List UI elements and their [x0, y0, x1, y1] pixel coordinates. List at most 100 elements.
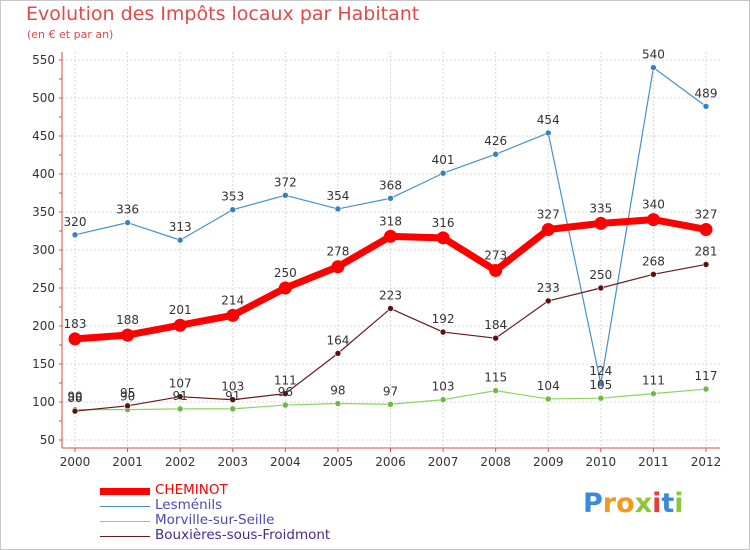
data-label-lesmenils: 354 — [326, 189, 349, 203]
data-label-cheminot: 250 — [274, 266, 297, 280]
data-point-bouxieres — [544, 297, 552, 305]
data-label-morville: 115 — [484, 371, 507, 385]
data-point-bouxieres — [439, 328, 447, 336]
data-point-lesmenils — [334, 205, 342, 213]
data-label-morville: 90 — [120, 390, 135, 404]
data-point-lesmenils — [176, 236, 184, 244]
y-tick-label: 350 — [32, 205, 55, 219]
data-label-bouxieres: 184 — [484, 318, 507, 332]
data-label-cheminot: 316 — [432, 216, 455, 230]
logo-letter: i — [652, 488, 662, 519]
y-tick-label: 250 — [32, 281, 55, 295]
data-point-lesmenils — [229, 206, 237, 214]
logo-letter: P — [583, 488, 603, 519]
x-tick-label: 2010 — [586, 455, 617, 469]
data-label-cheminot: 327 — [537, 207, 560, 221]
legend-swatch — [100, 536, 150, 537]
y-tick-label: 500 — [32, 91, 55, 105]
data-point-cheminot — [646, 213, 660, 227]
legend-label: CHEMINOT — [155, 482, 228, 498]
logo-letter: t — [661, 488, 675, 519]
x-tick-label: 2003 — [217, 455, 248, 469]
data-label-morville: 91 — [173, 389, 188, 403]
y-tick-label: 300 — [32, 243, 55, 257]
data-point-lesmenils — [387, 195, 394, 202]
data-label-lesmenils: 401 — [432, 153, 455, 167]
y-tick-label: 50 — [40, 433, 55, 447]
data-label-cheminot: 183 — [64, 317, 87, 331]
data-label-lesmenils: 124 — [589, 364, 612, 378]
logo-letter: x — [634, 488, 653, 519]
data-point-cheminot — [121, 328, 135, 342]
data-label-cheminot: 318 — [379, 214, 402, 228]
data-label-cheminot: 335 — [589, 201, 612, 215]
data-point-morville — [597, 394, 605, 402]
data-point-bouxieres — [334, 350, 342, 357]
data-label-lesmenils: 454 — [537, 113, 560, 127]
data-label-bouxieres: 103 — [221, 380, 244, 394]
data-point-morville — [492, 387, 499, 394]
chart-title: Evolution des Impôts locaux par Habitant — [26, 3, 420, 25]
x-tick-label: 2007 — [428, 455, 459, 469]
data-point-morville — [282, 401, 289, 409]
data-label-lesmenils: 313 — [169, 220, 192, 234]
data-point-cheminot — [699, 222, 713, 236]
data-label-lesmenils: 336 — [116, 203, 139, 217]
data-label-bouxieres: 95 — [120, 386, 135, 400]
data-point-cheminot — [68, 332, 82, 346]
data-label-lesmenils: 489 — [695, 86, 718, 100]
data-point-lesmenils — [71, 231, 79, 239]
legend-swatch — [100, 521, 150, 522]
legend-label: Morville-sur-Seille — [155, 512, 275, 528]
data-point-morville — [544, 395, 552, 403]
data-label-lesmenils: 368 — [379, 178, 402, 192]
axes-layer: 50 100 150 200 250 300 350 400 450 500 550 2000 2001… — [32, 52, 721, 469]
y-tick-label: 450 — [32, 129, 55, 143]
data-label-cheminot: 273 — [484, 249, 507, 263]
data-label-lesmenils: 353 — [221, 190, 244, 204]
data-point-cheminot — [594, 216, 608, 230]
data-label-morville: 104 — [537, 379, 560, 393]
data-point-lesmenils — [492, 150, 499, 158]
data-point-bouxieres — [229, 396, 237, 404]
data-point-cheminot — [489, 264, 503, 278]
data-point-lesmenils — [282, 191, 289, 199]
data-point-bouxieres — [282, 390, 289, 397]
data-label-morville: 117 — [695, 369, 718, 383]
data-label-bouxieres: 268 — [642, 254, 665, 268]
x-tick-label: 2004 — [270, 455, 301, 469]
grid-layer — [62, 52, 720, 448]
y-tick-label: 150 — [32, 357, 55, 371]
legend-label: Bouxières-sous-Froidmont — [155, 527, 331, 543]
legend-swatch — [100, 506, 150, 507]
proxiti-logo: Proxiti — [583, 488, 684, 519]
data-label-morville: 90 — [67, 390, 82, 404]
data-point-cheminot — [278, 281, 292, 295]
data-label-cheminot: 214 — [221, 293, 244, 307]
x-tick-label: 2006 — [375, 455, 406, 469]
data-point-cheminot — [331, 260, 345, 274]
data-label-morville: 103 — [432, 380, 455, 394]
x-tick-label: 2005 — [323, 455, 354, 469]
x-tick-label: 2000 — [60, 455, 91, 469]
data-point-morville — [650, 390, 657, 397]
data-label-cheminot: 188 — [116, 313, 139, 327]
x-tick-label: 2002 — [165, 455, 196, 469]
data-point-morville — [702, 385, 710, 393]
data-point-morville — [229, 405, 237, 413]
data-label-bouxieres: 88 — [67, 391, 82, 405]
y-tick-label: 100 — [32, 395, 55, 409]
data-label-bouxieres: 111 — [274, 374, 297, 388]
series-layer — [68, 64, 713, 415]
data-point-morville — [334, 400, 342, 407]
data-label-bouxieres: 223 — [379, 289, 402, 303]
data-label-morville: 96 — [278, 385, 293, 399]
logo-letter: i — [674, 488, 684, 519]
data-point-morville — [439, 396, 447, 404]
data-point-morville — [387, 400, 394, 408]
data-label-lesmenils: 320 — [64, 215, 87, 229]
y-tick-label: 400 — [32, 167, 55, 181]
x-tick-label: 2009 — [533, 455, 564, 469]
data-point-bouxieres — [387, 305, 394, 312]
data-point-lesmenils — [544, 129, 552, 137]
